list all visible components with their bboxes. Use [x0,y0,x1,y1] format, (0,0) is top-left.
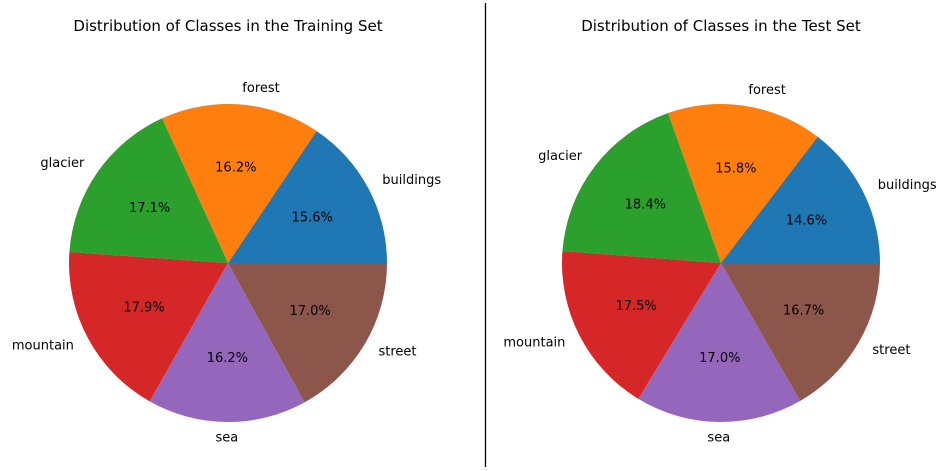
slice-label-mountain: mountain [503,335,565,350]
chart-title: Distribution of Classes in the Training … [73,17,382,35]
slice-label-mountain: mountain [12,338,74,353]
slice-percent-sea: 17.0% [699,351,740,366]
pie-slice-buildings [721,136,880,263]
pie-slice-glacier [69,118,228,263]
pie-slices [69,103,387,422]
pie-slice-forest [162,103,317,263]
pie-slice-forest [668,103,818,264]
pie-slice-mountain [561,251,721,399]
slice-label-street: street [379,345,417,360]
pie-slice-glacier [562,113,721,263]
slice-percent-street: 16.7% [783,303,824,318]
chart-title: Distribution of Classes in the Test Set [581,17,861,35]
slice-label-forest: forest [748,83,785,98]
slice-percent-glacier: 17.1% [129,201,170,216]
pie-chart-training: Distribution of Classes in the Training … [12,17,441,445]
slice-percent-buildings: 15.6% [292,211,333,226]
slice-label-street: street [872,343,910,358]
slice-label-sea: sea [216,430,239,445]
slice-percent-glacier: 18.4% [625,198,666,213]
slice-label-buildings: buildings [878,178,937,193]
slice-label-sea: sea [707,430,730,445]
slice-label-glacier: glacier [40,156,85,171]
slice-label-forest: forest [242,81,279,96]
slice-percent-street: 17.0% [289,304,330,319]
pie-chart-test: Distribution of Classes in the Test Set … [503,17,936,445]
slice-percent-mountain: 17.9% [123,301,164,316]
slice-percent-forest: 16.2% [215,160,256,175]
pie-labels: buildings 14.6% forest 15.8% glacier 18.4% mou… [503,83,936,446]
pie-labels: buildings 15.6% forest 16.2% glacier 17.1% mou… [12,81,441,445]
slice-percent-forest: 15.8% [715,161,756,176]
slice-percent-mountain: 17.5% [615,299,656,314]
pie-slice-sea [638,263,801,422]
slice-percent-sea: 16.2% [207,351,248,366]
pie-slice-buildings [228,130,387,263]
slice-label-glacier: glacier [538,149,583,164]
slice-percent-buildings: 14.6% [786,213,827,228]
slice-label-buildings: buildings [382,173,441,188]
pie-slices [561,103,880,422]
pie-slice-street [721,263,880,401]
pie-slice-street [228,263,387,403]
pie-slice-mountain [69,252,229,402]
pie-slice-sea [149,263,305,422]
